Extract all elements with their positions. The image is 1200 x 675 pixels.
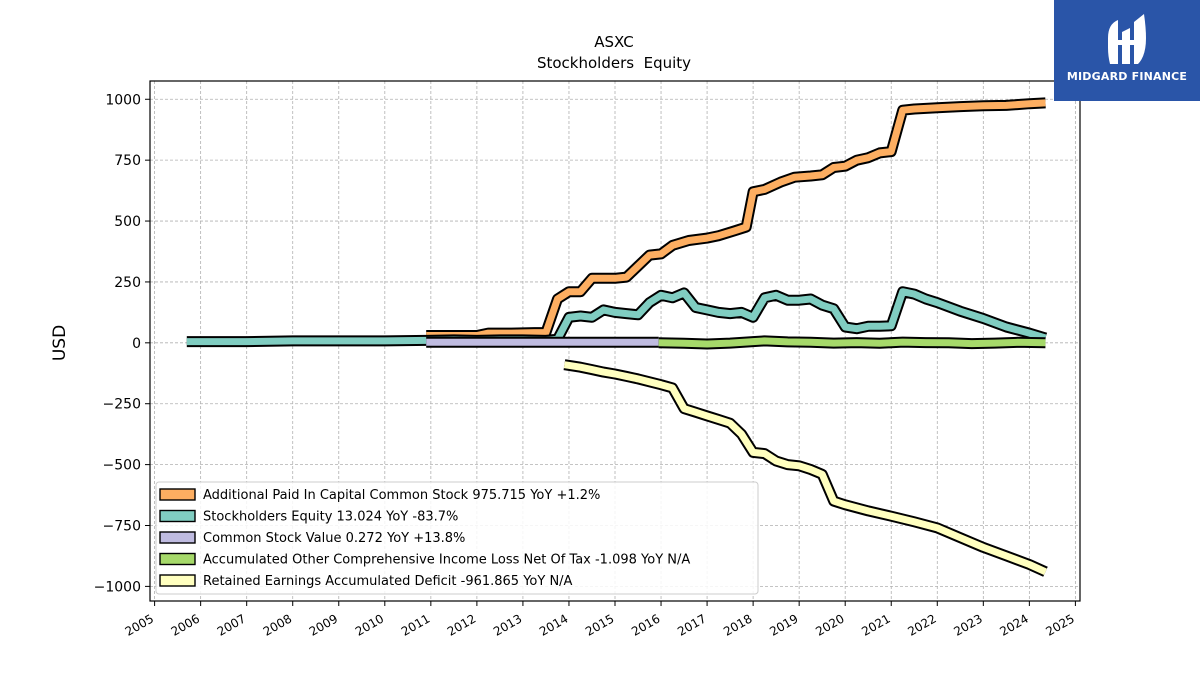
x-tick-label: 2019 [767,611,800,638]
y-tick-label: −500 [103,458,141,474]
legend: Additional Paid In Capital Common Stock … [155,481,759,595]
legend-swatch [159,574,196,587]
x-tick-label: 2017 [675,611,708,638]
legend-box [155,481,759,595]
x-tick-label: 2023 [951,611,984,638]
brand-name: MIDGARD FINANCE [1066,70,1188,83]
y-tick-label: −1000 [94,579,141,595]
x-axis-ticks: 2005 2006 2007 2008 2009 2010 2011 2012 2013 2014… [123,601,1077,639]
legend-label: Stockholders Equity 13.024 YoY -83.7% [203,510,458,525]
x-tick-label: 2008 [261,611,294,638]
x-tick-label: 2013 [491,611,524,638]
series-outline-stockholders-equity [186,286,1048,348]
x-tick-label: 2025 [1043,611,1076,638]
y-axis-ticks: 1000 750 500 250 0 −250 −500 −750 −1000 [94,92,150,595]
y-tick-label: −750 [103,518,141,534]
y-axis-label: USD [50,325,70,361]
x-tick-label: 2018 [721,611,754,638]
x-tick-label: 2020 [813,611,846,638]
x-tick-label: 2022 [905,611,938,638]
legend-label: Retained Earnings Accumulated Deficit -9… [203,574,573,589]
series-line-accumulated-other-comprehensive-income-loss-net-of-tax [658,337,1046,348]
series-line-additional-paid-in-capital-common-stock [426,99,1046,339]
x-tick-label: 2024 [997,611,1030,638]
legend-swatch [159,531,196,544]
x-tick-label: 2021 [859,611,892,638]
x-tick-label: 2014 [537,611,570,638]
series-line-retained-earnings-accumulated-deficit [563,361,1047,575]
x-tick-label: 2010 [353,611,386,638]
y-tick-label: 0 [132,336,141,352]
x-tick-label: 2005 [123,611,156,638]
y-tick-label: −250 [103,397,141,413]
legend-label: Additional Paid In Capital Common Stock … [203,488,600,503]
legend-label: Accumulated Other Comprehensive Income L… [203,553,690,568]
y-tick-label: 750 [114,153,141,169]
legend-label: Common Stock Value 0.272 YoY +13.8% [203,531,465,546]
y-tick-label: 1000 [105,92,141,108]
x-tick-label: 2015 [583,611,616,638]
x-tick-label: 2007 [215,611,248,638]
x-tick-label: 2016 [629,611,662,638]
legend-swatch [159,552,196,566]
y-tick-label: 500 [114,214,141,230]
logo-mark-icon [1108,14,1146,64]
chart-title: ASXC [594,33,633,51]
x-tick-label: 2011 [399,611,432,638]
series-lines [186,97,1048,577]
legend-swatch [159,488,196,501]
x-tick-label: 2009 [307,611,340,638]
brand-logo: MIDGARD FINANCE [1054,0,1200,101]
chart-subtitle: Stockholders Equity [537,54,691,72]
series-outline-additional-paid-in-capital-common-stock [426,97,1046,341]
x-tick-label: 2012 [445,611,478,638]
y-tick-label: 250 [114,275,141,291]
legend-swatch [159,509,196,523]
x-tick-label: 2006 [169,611,202,638]
